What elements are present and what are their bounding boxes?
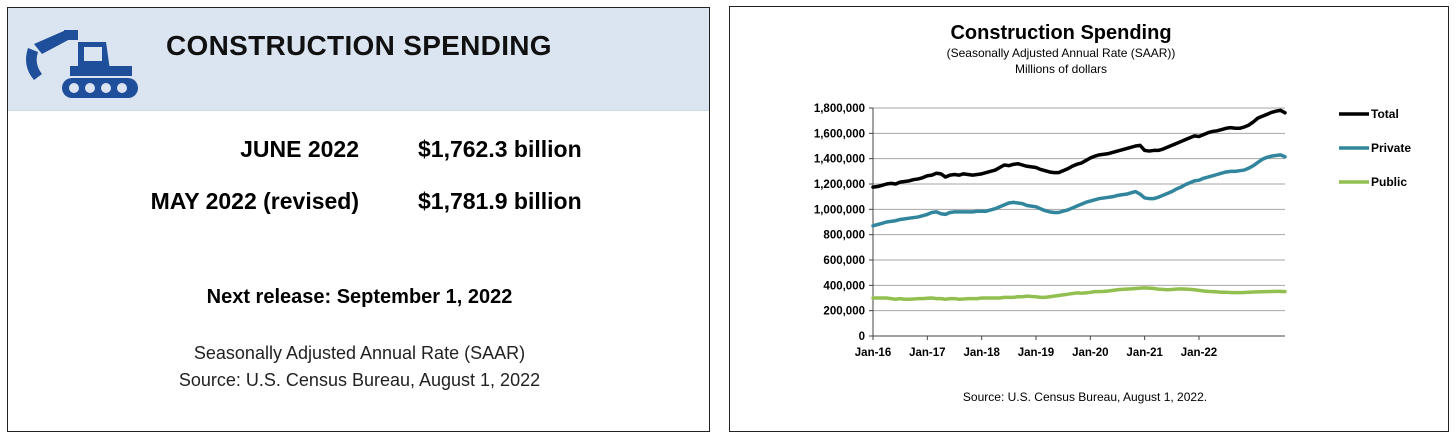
value-label: JUNE 2022	[240, 136, 359, 162]
chart-title: Construction Spending	[950, 22, 1171, 44]
x-tick-label: Jan-21	[1126, 347, 1163, 359]
x-tick-label: Jan-20	[1072, 347, 1108, 359]
value-row-june: JUNE 2022 $1,762.3 billion	[8, 136, 711, 172]
saar-note: Seasonally Adjusted Annual Rate (SAAR)	[193, 343, 526, 363]
y-tick-label: 200,000	[823, 306, 865, 318]
value-amount: $1,781.9 billion	[418, 188, 582, 214]
source-note: Source: U.S. Census Bureau, August 1, 20…	[178, 370, 541, 390]
y-tick-label: 1,800,000	[814, 103, 865, 115]
y-axis-ticks: 0 200,000 400,000 600,000 800,000 1,000,000 1,…	[814, 103, 865, 343]
value-label: MAY 2022 (revised)	[150, 188, 359, 214]
y-tick-label: 800,000	[823, 230, 865, 242]
legend-label-total: Total	[1371, 107, 1399, 121]
value-amount: $1,762.3 billion	[418, 136, 582, 162]
axes	[869, 107, 1285, 340]
line-chart: Construction Spending (Seasonally Adjust…	[814, 22, 1412, 404]
x-tick-label: Jan-16	[855, 347, 891, 359]
summary-panel: CONSTRUCTION SPENDING JUNE 2022 $1,762.3…	[7, 7, 710, 432]
legend-label-private: Private	[1371, 141, 1411, 155]
y-tick-label: 600,000	[823, 255, 865, 267]
chart-subtitle: (Seasonally Adjusted Annual Rate (SAAR))	[947, 46, 1176, 60]
y-tick-label: 1,000,000	[814, 204, 865, 216]
value-row-may: MAY 2022 (revised) $1,781.9 billion	[8, 188, 711, 224]
panel-title: CONSTRUCTION SPENDING	[166, 30, 552, 61]
x-tick-label: Jan-17	[909, 347, 945, 359]
series-line-public	[871, 286, 1287, 302]
y-tick-label: 1,200,000	[814, 179, 865, 191]
legend: Total Private Public	[1339, 107, 1411, 189]
x-tick-label: Jan-18	[963, 347, 1000, 359]
chart-panel: Construction Spending (Seasonally Adjust…	[729, 6, 1449, 432]
y-tick-label: 1,600,000	[814, 128, 865, 140]
x-tick-label: Jan-19	[1018, 347, 1054, 359]
x-tick-label: Jan-22	[1181, 347, 1217, 359]
x-axis-ticks: Jan-16 Jan-17 Jan-18 Jan-19 Jan-20 Jan-21 Jan-…	[855, 347, 1217, 359]
chart-source: Source: U.S. Census Bureau, August 1, 20…	[963, 390, 1207, 404]
series-line-private	[871, 153, 1287, 228]
series-lines	[871, 108, 1287, 302]
summary-header: CONSTRUCTION SPENDING	[8, 8, 709, 111]
excavator-icon	[26, 30, 138, 98]
chart-units: Millions of dollars	[1015, 62, 1107, 76]
y-tick-label: 400,000	[823, 280, 865, 292]
series-line-total	[871, 108, 1287, 189]
legend-label-public: Public	[1371, 175, 1407, 189]
y-tick-label: 0	[859, 331, 865, 343]
y-tick-label: 1,400,000	[814, 154, 865, 166]
gridlines	[873, 107, 1285, 312]
next-release-text: Next release: September 1, 2022	[206, 286, 513, 308]
